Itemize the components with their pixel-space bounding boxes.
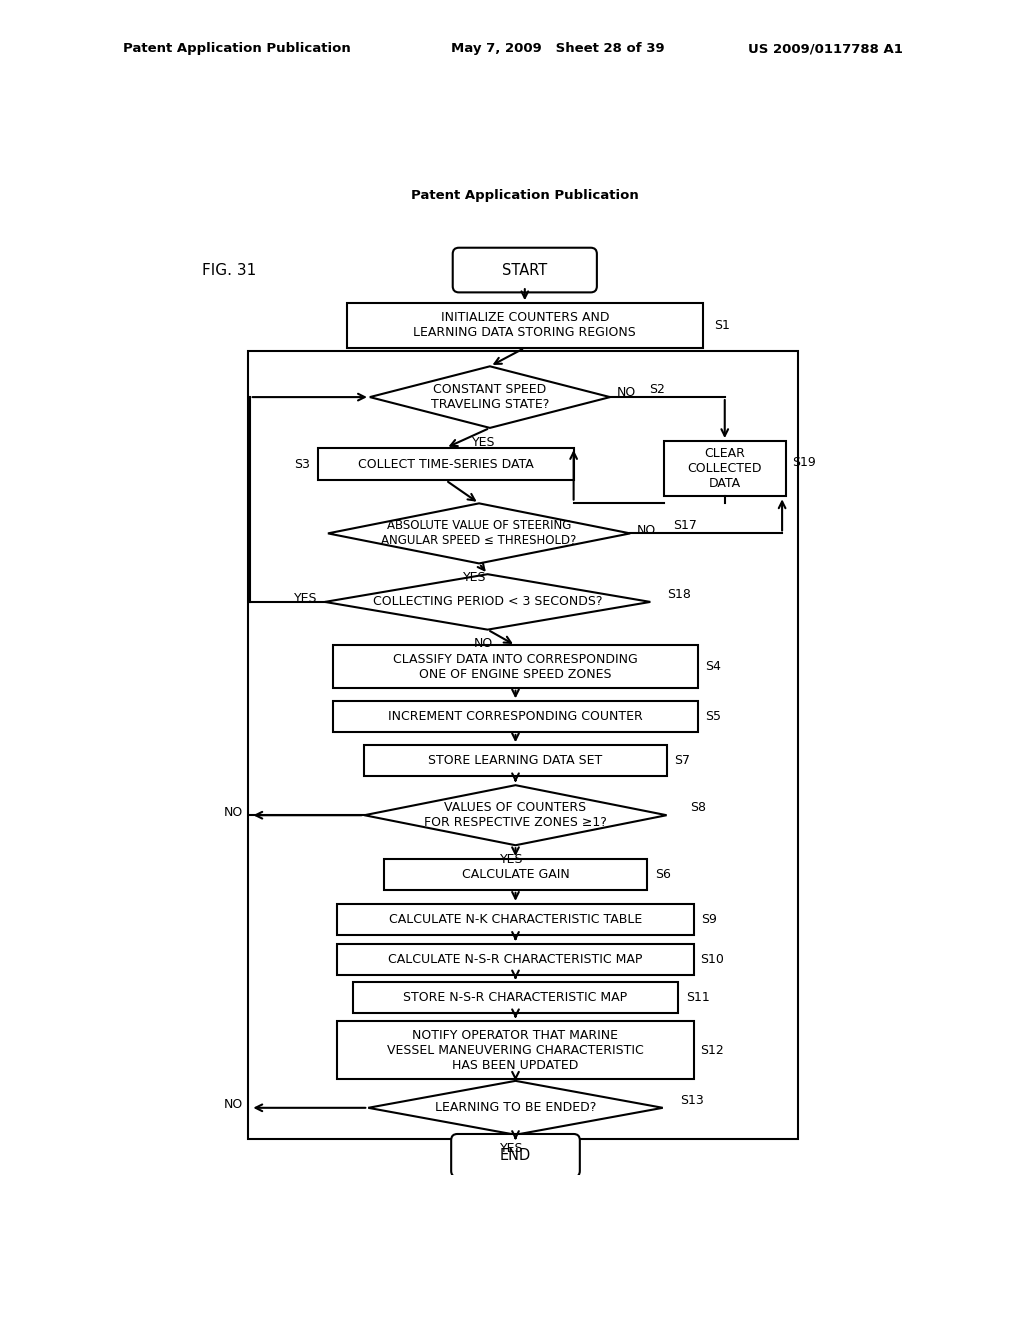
Text: S12: S12 — [700, 1044, 724, 1056]
Text: S2: S2 — [649, 383, 665, 396]
Bar — [248, 351, 799, 1139]
Text: ABSOLUTE VALUE OF STEERING
ANGULAR SPEED ≤ THRESHOLD?: ABSOLUTE VALUE OF STEERING ANGULAR SPEED… — [381, 519, 577, 548]
Text: START: START — [502, 263, 548, 277]
Text: S5: S5 — [706, 710, 721, 723]
Text: S8: S8 — [690, 801, 706, 814]
Text: NO: NO — [474, 638, 494, 651]
Text: STORE LEARNING DATA SET: STORE LEARNING DATA SET — [428, 754, 603, 767]
Bar — [664, 441, 786, 496]
Polygon shape — [365, 785, 667, 845]
Text: S1: S1 — [714, 319, 730, 333]
Bar — [337, 944, 693, 974]
Text: S17: S17 — [673, 519, 696, 532]
Bar — [352, 982, 678, 1014]
Bar — [365, 744, 667, 776]
Text: NOTIFY OPERATOR THAT MARINE
VESSEL MANEUVERING CHARACTERISTIC
HAS BEEN UPDATED: NOTIFY OPERATOR THAT MARINE VESSEL MANEU… — [387, 1028, 644, 1072]
Text: CLASSIFY DATA INTO CORRESPONDING
ONE OF ENGINE SPEED ZONES: CLASSIFY DATA INTO CORRESPONDING ONE OF … — [393, 652, 638, 681]
Text: Patent Application Publication: Patent Application Publication — [123, 42, 350, 55]
Text: S9: S9 — [701, 912, 718, 925]
FancyBboxPatch shape — [452, 1134, 580, 1177]
Text: CALCULATE GAIN: CALCULATE GAIN — [462, 869, 569, 880]
Text: YES: YES — [294, 593, 317, 606]
Text: S11: S11 — [686, 991, 710, 1005]
Text: May 7, 2009   Sheet 28 of 39: May 7, 2009 Sheet 28 of 39 — [451, 42, 665, 55]
Text: S19: S19 — [793, 455, 816, 469]
Polygon shape — [370, 367, 610, 428]
Text: S10: S10 — [700, 953, 724, 966]
Text: STORE N-S-R CHARACTERISTIC MAP: STORE N-S-R CHARACTERISTIC MAP — [403, 991, 628, 1005]
Text: YES: YES — [500, 1142, 523, 1155]
Text: INCREMENT CORRESPONDING COUNTER: INCREMENT CORRESPONDING COUNTER — [388, 710, 643, 723]
Polygon shape — [369, 1081, 663, 1135]
Text: YES: YES — [472, 436, 496, 449]
Text: YES: YES — [464, 572, 487, 585]
Text: COLLECTING PERIOD < 3 SECONDS?: COLLECTING PERIOD < 3 SECONDS? — [373, 595, 602, 609]
Text: CALCULATE N-K CHARACTERISTIC TABLE: CALCULATE N-K CHARACTERISTIC TABLE — [389, 912, 642, 925]
Text: CALCULATE N-S-R CHARACTERISTIC MAP: CALCULATE N-S-R CHARACTERISTIC MAP — [388, 953, 643, 966]
Text: S4: S4 — [706, 660, 721, 673]
Text: INITIALIZE COUNTERS AND
LEARNING DATA STORING REGIONS: INITIALIZE COUNTERS AND LEARNING DATA ST… — [414, 312, 636, 339]
FancyBboxPatch shape — [453, 248, 597, 293]
Bar — [337, 1022, 693, 1078]
Text: COLLECT TIME-SERIES DATA: COLLECT TIME-SERIES DATA — [357, 458, 534, 471]
Text: S6: S6 — [655, 869, 671, 880]
Polygon shape — [325, 574, 650, 630]
Text: Patent Application Publication: Patent Application Publication — [411, 189, 639, 202]
Polygon shape — [328, 503, 630, 564]
Text: NO: NO — [616, 385, 636, 399]
Text: LEARNING TO BE ENDED?: LEARNING TO BE ENDED? — [435, 1101, 596, 1114]
Bar — [337, 904, 693, 935]
Text: NO: NO — [224, 1098, 244, 1111]
Bar — [384, 859, 647, 890]
Bar — [334, 645, 697, 688]
Text: CLEAR
COLLECTED
DATA: CLEAR COLLECTED DATA — [687, 447, 762, 490]
Text: S7: S7 — [675, 754, 690, 767]
Text: S18: S18 — [668, 587, 691, 601]
Bar — [346, 304, 703, 348]
Text: S13: S13 — [680, 1093, 703, 1106]
Text: CONSTANT SPEED
TRAVELING STATE?: CONSTANT SPEED TRAVELING STATE? — [431, 383, 549, 411]
Bar — [334, 701, 697, 733]
Text: END: END — [500, 1148, 531, 1163]
Text: VALUES OF COUNTERS
FOR RESPECTIVE ZONES ≥1?: VALUES OF COUNTERS FOR RESPECTIVE ZONES … — [424, 801, 607, 829]
Text: NO: NO — [636, 524, 655, 537]
Bar — [317, 447, 573, 480]
Text: FIG. 31: FIG. 31 — [202, 263, 256, 277]
Text: NO: NO — [224, 805, 244, 818]
Text: YES: YES — [500, 853, 523, 866]
Text: S3: S3 — [294, 458, 310, 471]
Text: US 2009/0117788 A1: US 2009/0117788 A1 — [748, 42, 902, 55]
